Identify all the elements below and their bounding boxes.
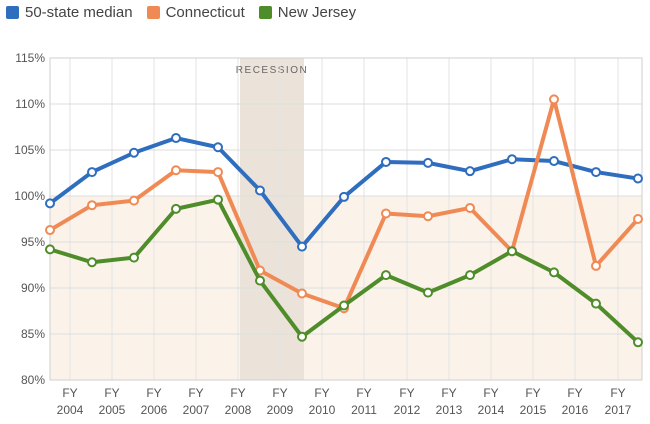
data-point-new-jersey xyxy=(591,298,601,309)
data-point-connecticut xyxy=(87,200,97,211)
data-point-50-state-median xyxy=(465,166,475,177)
x-tick-label: 2008 xyxy=(225,403,252,417)
data-point-50-state-median xyxy=(339,191,349,202)
data-point-50-state-median xyxy=(171,133,181,144)
legend-swatch-50-state-median xyxy=(6,6,19,19)
x-tick-label: FY xyxy=(356,386,371,400)
x-tick-label: 2012 xyxy=(394,403,421,417)
data-point-connecticut xyxy=(45,225,55,236)
data-point-50-state-median xyxy=(213,142,223,153)
data-point-connecticut xyxy=(381,208,391,219)
data-point-connecticut xyxy=(213,167,223,178)
x-tick-label: FY xyxy=(483,386,498,400)
data-point-50-state-median xyxy=(507,154,517,165)
x-tick-label: 2007 xyxy=(183,403,210,417)
x-tick-label: 2015 xyxy=(520,403,547,417)
x-tick-label: FY xyxy=(188,386,203,400)
x-tick-label: FY xyxy=(399,386,414,400)
x-tick-label: FY xyxy=(610,386,625,400)
x-tick-label: 2009 xyxy=(267,403,294,417)
data-point-new-jersey xyxy=(465,270,475,281)
x-tick-label: 2004 xyxy=(57,403,84,417)
x-tick-label: FY xyxy=(272,386,287,400)
data-point-new-jersey xyxy=(213,194,223,205)
x-tick-label: FY xyxy=(146,386,161,400)
legend-label-connecticut: Connecticut xyxy=(165,4,245,21)
data-point-new-jersey xyxy=(381,270,391,281)
data-point-new-jersey xyxy=(129,252,139,263)
data-point-new-jersey xyxy=(423,287,433,298)
data-point-new-jersey xyxy=(45,244,55,255)
x-tick-label: 2010 xyxy=(309,403,336,417)
x-tick-label: 2016 xyxy=(562,403,589,417)
x-tick-label: FY xyxy=(230,386,245,400)
data-point-connecticut xyxy=(549,94,559,105)
data-point-connecticut xyxy=(297,288,307,299)
legend: 50-state median Connecticut New Jersey xyxy=(6,4,356,21)
x-tick-label: 2014 xyxy=(478,403,505,417)
recession-label: RECESSION xyxy=(236,65,308,76)
data-point-new-jersey xyxy=(87,257,97,268)
data-point-50-state-median xyxy=(129,147,139,158)
x-tick-label: 2017 xyxy=(605,403,632,417)
y-tick-label: 90% xyxy=(21,281,45,295)
data-point-50-state-median xyxy=(297,241,307,252)
x-tick-label: FY xyxy=(62,386,77,400)
data-point-new-jersey xyxy=(297,331,307,342)
data-point-50-state-median xyxy=(549,156,559,167)
data-point-50-state-median xyxy=(633,173,643,184)
data-point-connecticut xyxy=(423,211,433,222)
data-point-connecticut xyxy=(591,260,601,271)
data-point-connecticut xyxy=(129,195,139,206)
data-point-new-jersey xyxy=(171,203,181,214)
x-tick-label: FY xyxy=(441,386,456,400)
y-tick-label: 110% xyxy=(15,97,45,111)
data-point-50-state-median xyxy=(87,167,97,178)
x-tick-label: FY xyxy=(525,386,540,400)
x-tick-label: FY xyxy=(314,386,329,400)
y-tick-label: 80% xyxy=(21,373,45,387)
data-point-50-state-median xyxy=(423,157,433,168)
y-tick-label: 100% xyxy=(14,189,45,203)
data-point-new-jersey xyxy=(339,300,349,311)
data-point-50-state-median xyxy=(45,198,55,209)
data-point-connecticut xyxy=(465,202,475,213)
data-point-connecticut xyxy=(633,214,643,224)
x-tick-label: 2006 xyxy=(141,403,168,417)
recession-band xyxy=(240,58,304,380)
legend-swatch-connecticut xyxy=(146,6,160,19)
x-tick-label: 2011 xyxy=(351,403,377,417)
data-point-50-state-median xyxy=(255,185,265,196)
data-point-50-state-median xyxy=(381,156,391,167)
x-tick-label: 2005 xyxy=(99,403,126,417)
y-tick-label: 105% xyxy=(14,143,45,157)
data-point-new-jersey xyxy=(507,246,517,257)
data-point-new-jersey xyxy=(255,275,265,286)
legend-swatch-new-jersey xyxy=(258,6,272,19)
legend-label-50-state-median: 50-state median xyxy=(25,4,133,21)
x-tick-label: FY xyxy=(104,386,119,400)
y-tick-label: 95% xyxy=(21,235,45,249)
data-point-50-state-median xyxy=(591,167,601,178)
y-tick-label: 115% xyxy=(15,51,45,65)
data-point-connecticut xyxy=(171,165,181,176)
x-tick-label: 2013 xyxy=(436,403,463,417)
legend-item-50-state-median[interactable]: 50-state median xyxy=(6,4,133,21)
data-point-new-jersey xyxy=(633,337,643,348)
data-point-new-jersey xyxy=(549,267,559,278)
legend-label-new-jersey: New Jersey xyxy=(277,4,357,21)
x-tick-label: FY xyxy=(567,386,582,400)
legend-item-connecticut[interactable]: Connecticut xyxy=(146,4,245,21)
y-tick-label: 85% xyxy=(21,327,45,341)
legend-item-new-jersey[interactable]: New Jersey xyxy=(258,4,357,21)
